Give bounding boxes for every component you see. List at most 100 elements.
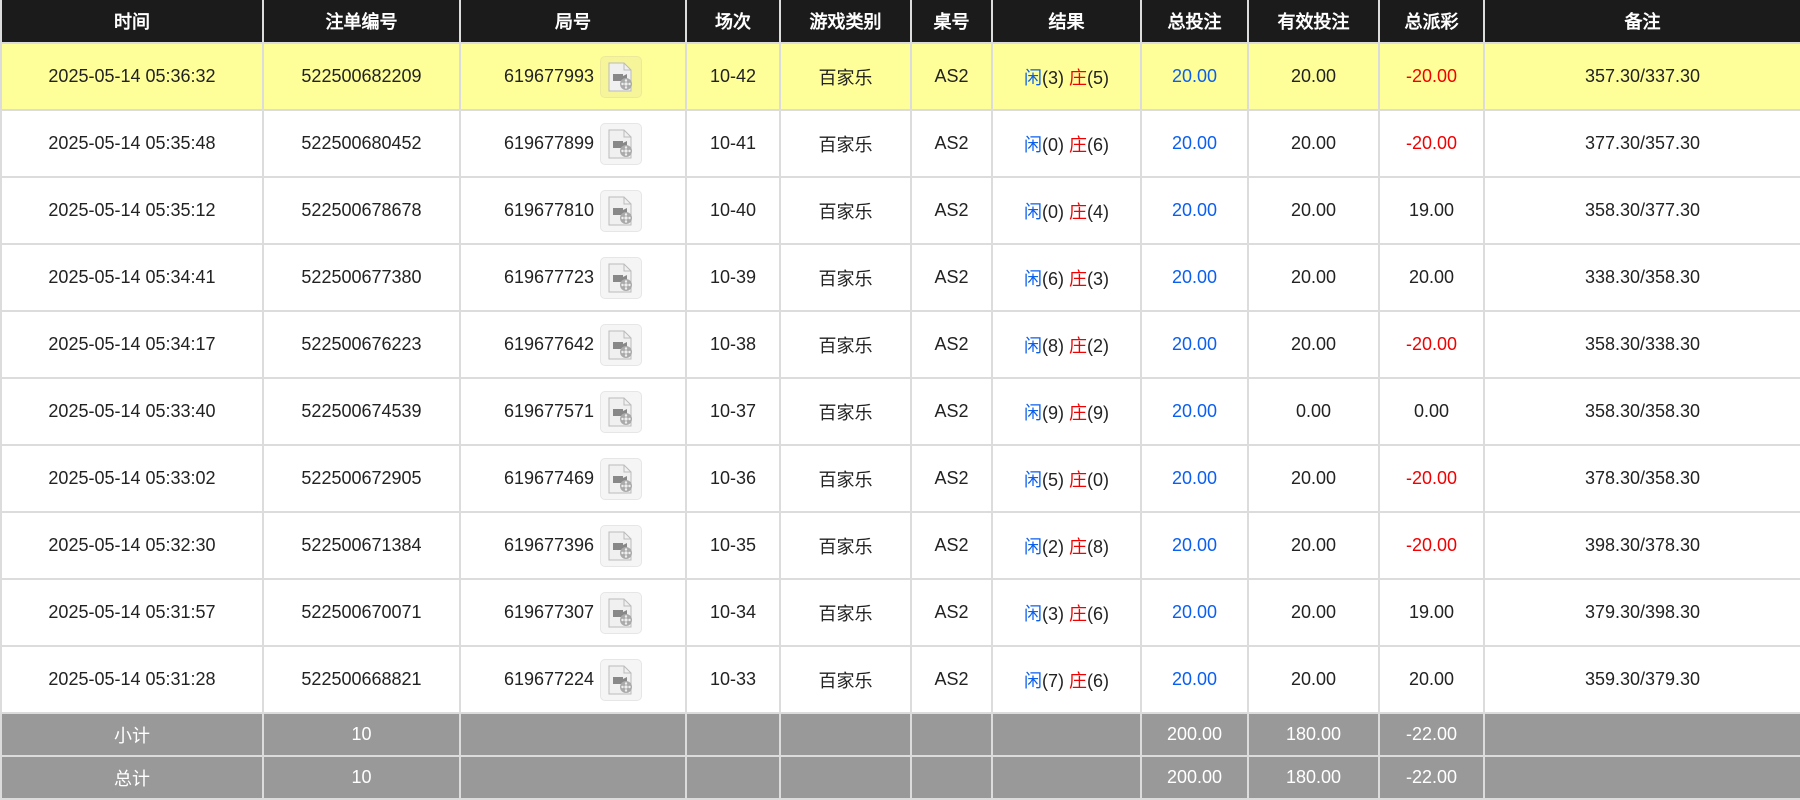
round-no: 619677899 [503, 132, 595, 153]
banker-score: (4) [1087, 201, 1109, 222]
game-type-cell: 百家乐 [779, 243, 912, 312]
header-total-payout: 总派彩 [1378, 0, 1485, 44]
table-row[interactable]: 2025-05-14 05:34:41 522500677380 6196777… [0, 243, 1800, 312]
round-no: 619677642 [503, 333, 595, 354]
player-score: (0) [1041, 134, 1064, 155]
result-cell: 闲(8) 庄(2) [991, 310, 1142, 379]
round-no-cell: 619677469 [459, 444, 687, 513]
order-no-cell: 522500674539 [262, 377, 461, 446]
video-replay-icon[interactable] [600, 524, 643, 567]
video-replay-icon[interactable] [600, 658, 643, 701]
banker-score: (0) [1087, 469, 1109, 490]
game-type-cell: 百家乐 [779, 310, 912, 379]
table-row[interactable]: 2025-05-14 05:36:32 522500682209 6196779… [0, 42, 1800, 111]
table-header: 时间 注单编号 局号 场次 游戏类别 桌号 结果 总投注 有效投注 总派彩 备注 [0, 0, 1800, 44]
table-row[interactable]: 2025-05-14 05:35:48 522500680452 6196778… [0, 109, 1800, 178]
banker-label: 庄 [1069, 67, 1087, 88]
valid-bet-cell: 20.00 [1247, 243, 1380, 312]
payout-cell: -20.00 [1378, 42, 1485, 111]
video-replay-icon[interactable] [600, 256, 643, 299]
table-row[interactable]: 2025-05-14 05:31:28 522500668821 6196772… [0, 645, 1800, 714]
round-no-cell: 619677307 [459, 578, 687, 647]
empty-cell [1483, 755, 1800, 800]
table-row[interactable]: 2025-05-14 05:33:40 522500674539 6196775… [0, 377, 1800, 446]
round-no: 619677723 [503, 266, 595, 287]
round-no: 619677810 [503, 199, 595, 220]
payout-cell: 20.00 [1378, 645, 1485, 714]
banker-label: 庄 [1069, 603, 1087, 624]
round-no-cell: 619677993 [459, 42, 687, 111]
player-label: 闲 [1023, 201, 1042, 222]
empty-cell [991, 712, 1142, 757]
player-score: (3) [1041, 67, 1064, 88]
round-no: 619677307 [503, 601, 595, 622]
round-no: 619677993 [503, 65, 595, 86]
game-type-cell: 百家乐 [779, 511, 912, 580]
video-replay-icon[interactable] [600, 55, 643, 98]
empty-cell [459, 755, 687, 800]
video-replay-icon[interactable] [600, 390, 643, 433]
valid-bet-cell: 20.00 [1247, 109, 1380, 178]
remark-cell: 358.30/358.30 [1483, 377, 1800, 446]
payout-cell: 19.00 [1378, 176, 1485, 245]
header-remark: 备注 [1483, 0, 1800, 44]
table-no-cell: AS2 [910, 645, 993, 714]
order-no-cell: 522500682209 [262, 42, 461, 111]
empty-cell [459, 712, 687, 757]
time-cell: 2025-05-14 05:31:28 [0, 645, 264, 714]
banker-label: 庄 [1069, 402, 1087, 423]
video-replay-icon[interactable] [600, 189, 643, 232]
total-bet-cell: 20.00 [1140, 176, 1249, 245]
payout-cell: 0.00 [1378, 377, 1485, 446]
table-row[interactable]: 2025-05-14 05:32:30 522500671384 6196773… [0, 511, 1800, 580]
empty-cell [779, 755, 912, 800]
remark-cell: 358.30/377.30 [1483, 176, 1800, 245]
video-replay-icon[interactable] [600, 122, 643, 165]
player-label: 闲 [1023, 670, 1042, 691]
empty-cell [685, 712, 781, 757]
game-type-cell: 百家乐 [779, 377, 912, 446]
video-replay-icon[interactable] [600, 591, 643, 634]
player-score: (0) [1041, 201, 1064, 222]
table-no-cell: AS2 [910, 42, 993, 111]
summary-label: 小计 [0, 712, 264, 757]
video-replay-icon[interactable] [600, 323, 643, 366]
shoe-cell: 10-38 [685, 310, 781, 379]
result-cell: 闲(0) 庄(4) [991, 176, 1142, 245]
shoe-cell: 10-40 [685, 176, 781, 245]
table-row[interactable]: 2025-05-14 05:34:17 522500676223 6196776… [0, 310, 1800, 379]
valid-bet-cell: 20.00 [1247, 645, 1380, 714]
video-replay-icon[interactable] [600, 457, 643, 500]
header-shoe: 场次 [685, 0, 781, 44]
header-game-type: 游戏类别 [779, 0, 912, 44]
table-no-cell: AS2 [910, 377, 993, 446]
round-no: 619677571 [503, 400, 595, 421]
shoe-cell: 10-33 [685, 645, 781, 714]
player-label: 闲 [1023, 268, 1042, 289]
banker-score: (6) [1087, 670, 1109, 691]
table-row[interactable]: 2025-05-14 05:33:02 522500672905 6196774… [0, 444, 1800, 513]
time-cell: 2025-05-14 05:36:32 [0, 42, 264, 111]
empty-cell [685, 755, 781, 800]
remark-cell: 378.30/358.30 [1483, 444, 1800, 513]
total-row: 总计 10 200.00 180.00 -22.00 [0, 755, 1800, 800]
remark-cell: 357.30/337.30 [1483, 42, 1800, 111]
summary-valid: 180.00 [1247, 712, 1380, 757]
order-no-cell: 522500670071 [262, 578, 461, 647]
table-no-cell: AS2 [910, 176, 993, 245]
empty-cell [779, 712, 912, 757]
table-row[interactable]: 2025-05-14 05:31:57 522500670071 6196773… [0, 578, 1800, 647]
banker-label: 庄 [1069, 335, 1087, 356]
payout-cell: 19.00 [1378, 578, 1485, 647]
summary-payout: -22.00 [1378, 755, 1485, 800]
summary-valid: 180.00 [1247, 755, 1380, 800]
player-label: 闲 [1023, 469, 1042, 490]
total-bet-cell: 20.00 [1140, 310, 1249, 379]
remark-cell: 358.30/338.30 [1483, 310, 1800, 379]
table-row[interactable]: 2025-05-14 05:35:12 522500678678 6196778… [0, 176, 1800, 245]
total-bet-cell: 20.00 [1140, 511, 1249, 580]
order-no-cell: 522500678678 [262, 176, 461, 245]
shoe-cell: 10-39 [685, 243, 781, 312]
round-no-cell: 619677396 [459, 511, 687, 580]
result-cell: 闲(3) 庄(5) [991, 42, 1142, 111]
